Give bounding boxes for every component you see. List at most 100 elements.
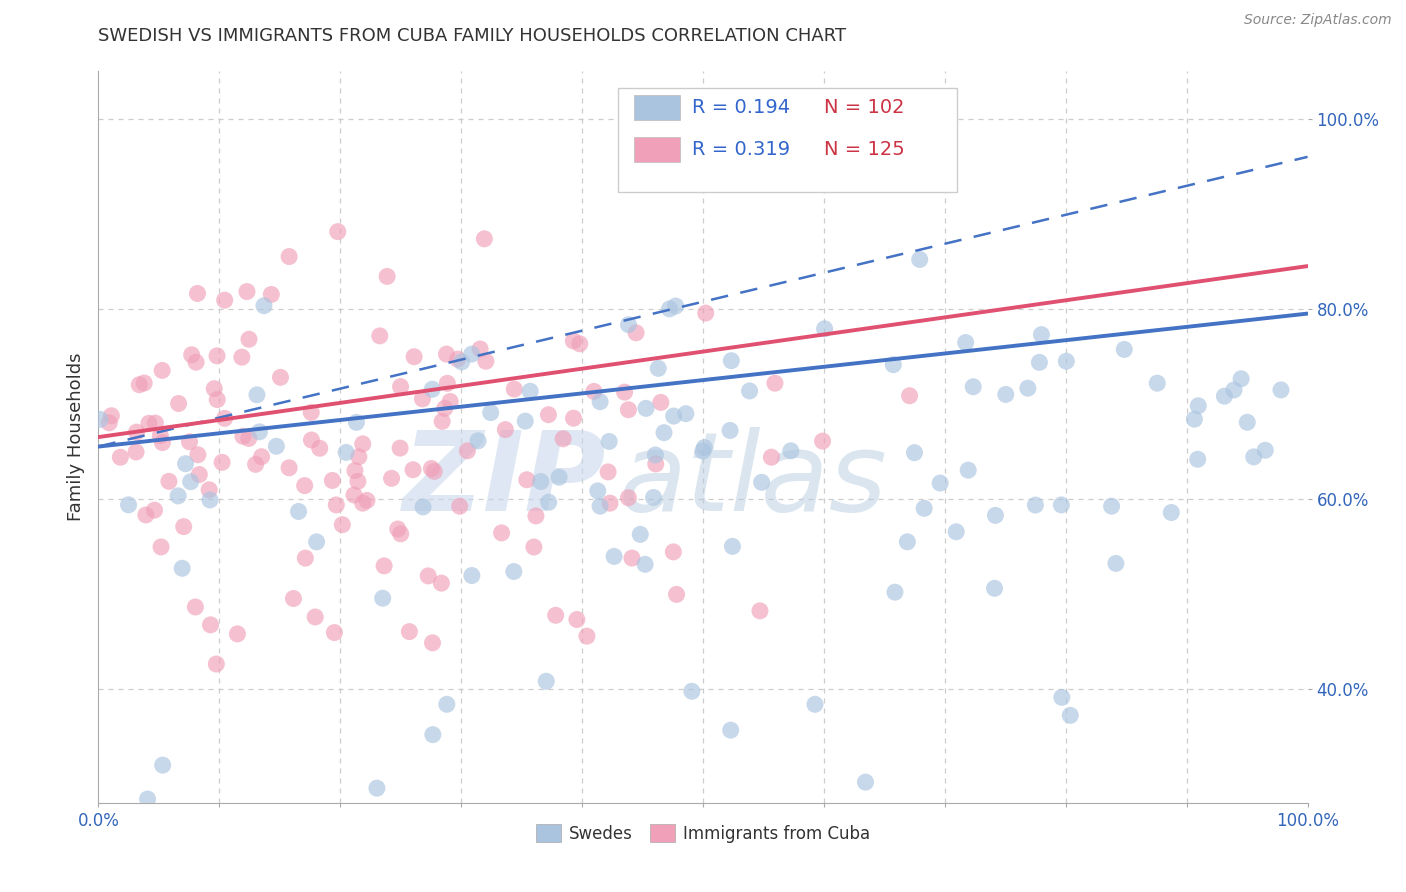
Point xyxy=(172,561,194,575)
Point xyxy=(366,781,388,796)
Point xyxy=(184,599,207,614)
Point xyxy=(347,475,370,489)
Point xyxy=(398,624,420,639)
Point xyxy=(125,445,148,459)
Point xyxy=(260,287,283,301)
Point xyxy=(436,376,458,391)
Point xyxy=(226,627,249,641)
Point xyxy=(884,585,907,599)
Point xyxy=(624,326,647,340)
Point xyxy=(402,463,425,477)
Point xyxy=(721,540,744,554)
Point xyxy=(644,457,666,471)
Point xyxy=(250,450,273,464)
Point xyxy=(813,322,835,336)
Point xyxy=(100,409,122,423)
Point xyxy=(1187,399,1209,413)
Point xyxy=(138,417,160,431)
Text: R = 0.319: R = 0.319 xyxy=(692,140,790,159)
Point xyxy=(1017,381,1039,395)
Point xyxy=(1031,327,1053,342)
Point xyxy=(1223,383,1246,397)
Point xyxy=(524,508,547,523)
Point xyxy=(352,437,374,451)
Point xyxy=(515,414,537,428)
Point xyxy=(675,407,697,421)
Point xyxy=(634,558,657,572)
Point xyxy=(957,463,980,477)
Point xyxy=(287,504,309,518)
Point xyxy=(371,591,394,606)
Point xyxy=(644,448,666,462)
Point xyxy=(184,355,207,369)
Point xyxy=(389,526,412,541)
Point xyxy=(98,416,121,430)
Point xyxy=(238,332,260,346)
Point xyxy=(456,443,478,458)
Point xyxy=(125,425,148,439)
Point xyxy=(562,411,585,425)
Point xyxy=(1028,355,1050,369)
Point xyxy=(346,415,368,429)
Point xyxy=(308,442,330,456)
Point xyxy=(174,457,197,471)
Point xyxy=(412,500,434,514)
Point xyxy=(929,476,952,491)
Point xyxy=(537,495,560,509)
Point xyxy=(1146,376,1168,391)
Point xyxy=(449,500,471,514)
Point xyxy=(1236,415,1258,429)
Point xyxy=(266,439,288,453)
Point xyxy=(1050,690,1073,705)
Point xyxy=(423,464,446,478)
Point xyxy=(198,492,221,507)
Point xyxy=(738,384,761,398)
Point xyxy=(598,434,620,449)
Point xyxy=(665,299,688,313)
Point xyxy=(149,428,172,442)
Point xyxy=(180,475,202,489)
Point xyxy=(718,424,741,438)
Point xyxy=(461,568,484,582)
Point xyxy=(205,349,228,363)
Point xyxy=(238,431,260,445)
Point xyxy=(1187,452,1209,467)
Point xyxy=(467,434,489,448)
Point xyxy=(548,470,571,484)
Point xyxy=(299,405,322,419)
Point xyxy=(1230,372,1253,386)
Point xyxy=(430,576,453,591)
Text: Source: ZipAtlas.com: Source: ZipAtlas.com xyxy=(1244,13,1392,28)
Point xyxy=(751,475,773,490)
Point xyxy=(1254,443,1277,458)
FancyBboxPatch shape xyxy=(634,95,681,120)
Point xyxy=(763,376,786,391)
Point xyxy=(1270,383,1292,397)
Point xyxy=(1050,498,1073,512)
Point xyxy=(180,348,202,362)
Point xyxy=(586,483,609,498)
Point xyxy=(253,299,276,313)
Point xyxy=(652,425,675,440)
Point xyxy=(461,347,484,361)
Point xyxy=(352,496,374,510)
Point xyxy=(994,387,1017,401)
Point xyxy=(599,496,621,510)
Point xyxy=(330,517,353,532)
Point xyxy=(179,434,201,449)
Point xyxy=(167,396,190,410)
Point xyxy=(1024,498,1046,512)
Point xyxy=(603,549,626,564)
Point xyxy=(575,629,598,643)
Legend: Swedes, Immigrants from Cuba: Swedes, Immigrants from Cuba xyxy=(529,818,877,849)
Point xyxy=(519,384,541,399)
Point xyxy=(368,329,391,343)
Point xyxy=(1054,354,1077,368)
Point xyxy=(143,416,166,430)
Point xyxy=(326,225,349,239)
Point xyxy=(236,285,259,299)
Point xyxy=(152,435,174,450)
Point xyxy=(643,491,665,505)
Point xyxy=(1114,343,1136,357)
Point xyxy=(474,232,496,246)
